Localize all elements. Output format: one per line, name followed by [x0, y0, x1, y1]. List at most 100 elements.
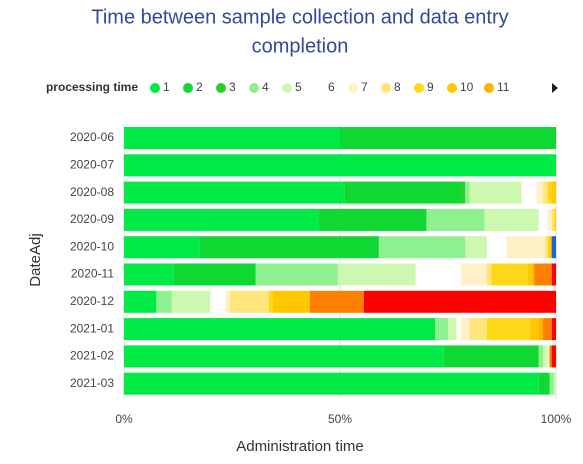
bar-segment	[547, 345, 550, 368]
legend-label: 7	[361, 80, 368, 94]
legend-label: 3	[229, 80, 236, 94]
bar-segment	[268, 290, 274, 313]
bar-segment	[469, 181, 522, 204]
bar-segment	[460, 318, 470, 341]
bar-segment	[443, 345, 539, 368]
legend-label: 2	[196, 80, 203, 94]
bar-segment	[124, 154, 556, 177]
bar-segment	[465, 236, 487, 259]
bar-segment	[553, 372, 556, 395]
bar-segment	[124, 127, 340, 149]
chart-title: completion	[252, 35, 349, 57]
bar-segment	[538, 345, 544, 368]
bar-segment	[426, 208, 485, 231]
bar-segment	[460, 263, 487, 286]
bar-segment	[378, 236, 466, 259]
bar-segment	[465, 181, 470, 204]
bar-segment	[536, 181, 544, 204]
bar-segment	[551, 318, 556, 341]
legend-swatch	[183, 83, 193, 93]
legend-label: 11	[497, 80, 510, 94]
legend-label: 9	[427, 80, 434, 94]
bar-segment	[225, 290, 230, 313]
bar-segment	[340, 127, 556, 149]
bar-segment	[551, 181, 556, 204]
y-tick-label: 2020-06	[70, 130, 114, 144]
bar-segment	[543, 345, 548, 368]
bar-segment	[549, 236, 552, 259]
bar-segment	[527, 263, 533, 286]
bar-segment	[344, 181, 461, 204]
y-tick-label: 2020-07	[70, 157, 114, 171]
legend-label: 5	[295, 80, 302, 94]
bar-segment	[547, 208, 552, 231]
bar-segment	[124, 318, 436, 341]
y-tick-label: 2020-09	[70, 212, 114, 226]
legend-swatch	[282, 83, 292, 93]
y-tick-label: 2021-01	[70, 321, 114, 335]
y-tick-label: 2021-03	[70, 376, 114, 390]
bar-segment	[551, 208, 554, 231]
legend-swatch	[447, 83, 457, 93]
legend-swatch	[484, 83, 494, 93]
bar-segment	[549, 372, 554, 395]
bar-segment	[486, 318, 531, 341]
x-tick-label: 0%	[115, 412, 133, 426]
bar-segment	[124, 236, 200, 259]
bar-segment	[551, 236, 556, 259]
x-tick-label: 50%	[328, 412, 352, 426]
y-tick-label: 2020-11	[71, 267, 114, 281]
y-axis-title: DateAdj	[27, 233, 44, 286]
bar-segment	[545, 236, 548, 259]
legend-swatch	[216, 83, 226, 93]
chart-title: Time between sample collection and data …	[91, 6, 508, 28]
bar-segment	[309, 290, 364, 313]
legend-label: 4	[262, 80, 269, 94]
bar-segment	[491, 263, 528, 286]
bar-segment	[337, 263, 416, 286]
bar-segment	[124, 345, 444, 368]
bar-segment	[171, 290, 211, 313]
bar-segment	[255, 263, 338, 286]
legend-swatch	[150, 83, 160, 93]
bar-segment	[534, 263, 552, 286]
y-tick-label: 2020-08	[70, 185, 114, 199]
bar-segment	[460, 181, 466, 204]
bar-segment	[538, 372, 550, 395]
bar-segment	[229, 290, 269, 313]
legend-next-arrow[interactable]	[552, 83, 558, 93]
legend-swatch	[381, 83, 391, 93]
bar-segment	[124, 181, 345, 204]
legend-label: 1	[163, 80, 170, 94]
y-tick-label: 2020-12	[70, 294, 114, 308]
bar-segment	[532, 263, 535, 286]
x-tick-label: 100%	[541, 412, 572, 426]
bar-segment	[547, 236, 550, 259]
bar-segment	[543, 318, 552, 341]
bar-segment	[363, 290, 556, 313]
bar-segment	[173, 263, 256, 286]
legend-label: 8	[394, 80, 401, 94]
y-tick-label: 2020-10	[70, 239, 114, 253]
bar-segment	[521, 181, 537, 204]
bar-segment	[551, 263, 556, 286]
legend-swatch	[414, 83, 424, 93]
bar-segment	[486, 236, 507, 259]
bar-segment	[484, 208, 539, 231]
legend-swatch	[249, 83, 259, 93]
bar-segment	[506, 236, 546, 259]
bar-segment	[435, 318, 448, 341]
bar-segment	[124, 263, 174, 286]
bar-segment	[318, 208, 427, 231]
y-tick-label: 2021-02	[70, 349, 114, 363]
legend-title: processing time	[46, 80, 138, 94]
legend-swatch	[348, 83, 358, 93]
bar-segment	[469, 318, 487, 341]
bar-segment	[448, 318, 457, 341]
bar-segment	[530, 318, 539, 341]
bar-segment	[124, 290, 157, 313]
bar-segment	[156, 290, 172, 313]
bar-segment	[210, 290, 226, 313]
bar-segment	[273, 290, 310, 313]
